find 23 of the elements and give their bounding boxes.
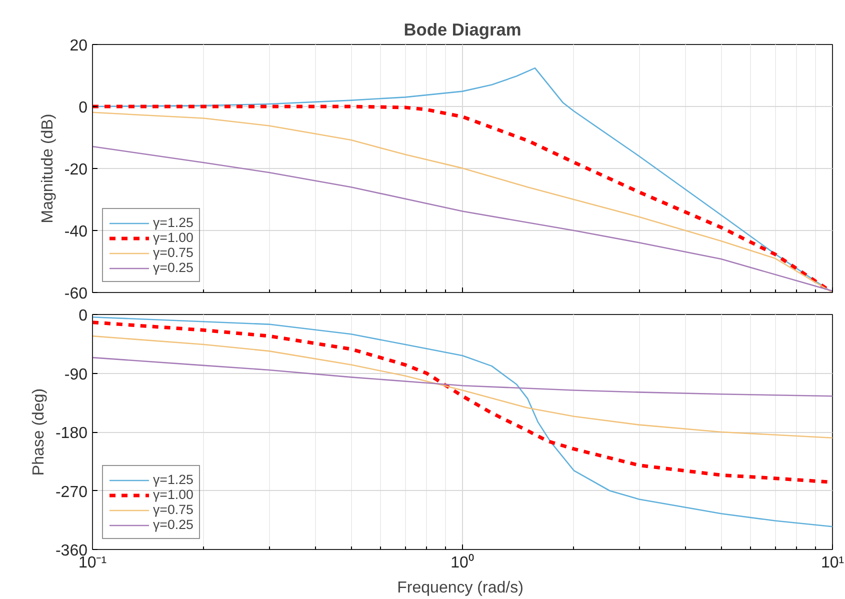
legend-label: γ=0.25 (153, 517, 194, 532)
legend-label: γ=1.25 (153, 215, 194, 230)
x-tick-label: 10¹ (820, 554, 844, 572)
legend-label: γ=0.25 (153, 260, 194, 275)
legend-label: γ=1.25 (153, 472, 194, 487)
x-axis-title: Frequency (rad/s) (397, 580, 524, 596)
y-axis-title: Phase (deg) (30, 388, 48, 476)
y-tick-label: -20 (64, 162, 88, 178)
y-tick-label: -180 (55, 425, 88, 442)
legend-label: γ=0.75 (153, 245, 194, 260)
y-axis-title: Magnitude (dB) (39, 114, 56, 224)
y-tick-label: 0 (78, 100, 88, 116)
y-tick-label: -60 (64, 286, 88, 302)
legend-label: γ=1.00 (153, 487, 194, 502)
chart-title: Bode Diagram (404, 20, 522, 40)
y-tick-label: -270 (55, 484, 88, 501)
legend-label: γ=1.00 (153, 230, 194, 245)
y-tick-label: 0 (78, 308, 88, 324)
y-tick-label: -90 (64, 366, 88, 384)
legend-label: γ=0.75 (153, 502, 194, 517)
y-tick-label: -40 (64, 224, 88, 240)
y-tick-label: 20 (70, 38, 88, 54)
x-tick-label: 10⁰ (450, 554, 474, 572)
